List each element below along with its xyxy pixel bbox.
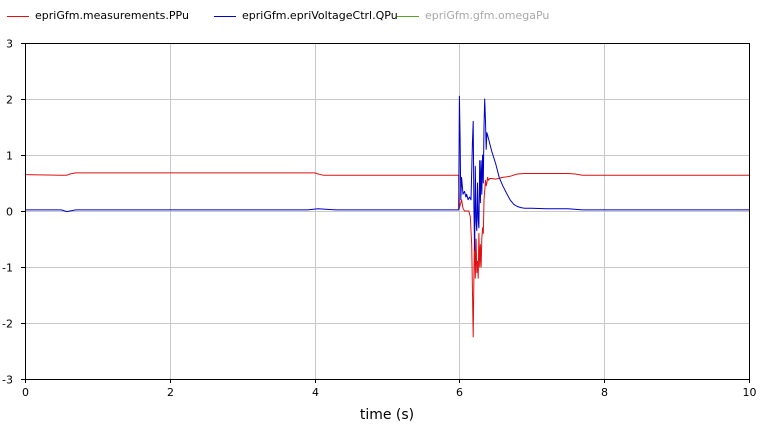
plot-frame (25, 43, 750, 380)
legend-item-qpu[interactable]: epriGfm.epriVoltageCtrl.QPu (214, 8, 398, 24)
grid-lines (25, 43, 750, 380)
axis-ticks: 0 2 4 6 8 10 -3 -2 -1 0 1 2 3 (2, 38, 756, 400)
legend-item-omegapu[interactable]: epriGfm.gfm.omegaPu (397, 8, 549, 24)
y-tick-label: -1 (2, 262, 13, 275)
legend-swatch-omegapu (397, 15, 419, 17)
y-tick-label: -3 (2, 374, 13, 387)
series-line-0 (24, 172, 749, 338)
legend-label-omegapu: epriGfm.gfm.omegaPu (425, 9, 550, 22)
series-line-1 (25, 95, 749, 251)
legend-label-qpu: epriGfm.epriVoltageCtrl.QPu (242, 9, 398, 22)
x-tick-label: 6 (456, 386, 463, 399)
x-axis-label: time (s) (360, 407, 414, 423)
y-tick-label: 1 (6, 150, 13, 163)
y-tick-label: 2 (6, 94, 13, 107)
y-tick-label: 0 (6, 206, 13, 219)
x-tick-label: 10 (743, 386, 757, 399)
x-tick-label: 0 (22, 386, 29, 399)
y-tick-label: 3 (6, 38, 13, 51)
legend-item-ppu[interactable]: epriGfm.measurements.PPu (7, 8, 189, 24)
legend-label-ppu: epriGfm.measurements.PPu (35, 9, 189, 22)
y-tick-label: -2 (2, 318, 13, 331)
x-tick-label: 4 (312, 386, 319, 399)
x-tick-label: 2 (167, 386, 174, 399)
legend-swatch-ppu (7, 15, 29, 17)
x-tick-label: 8 (601, 386, 608, 399)
legend-swatch-qpu (214, 15, 236, 17)
series-layer (24, 95, 749, 338)
